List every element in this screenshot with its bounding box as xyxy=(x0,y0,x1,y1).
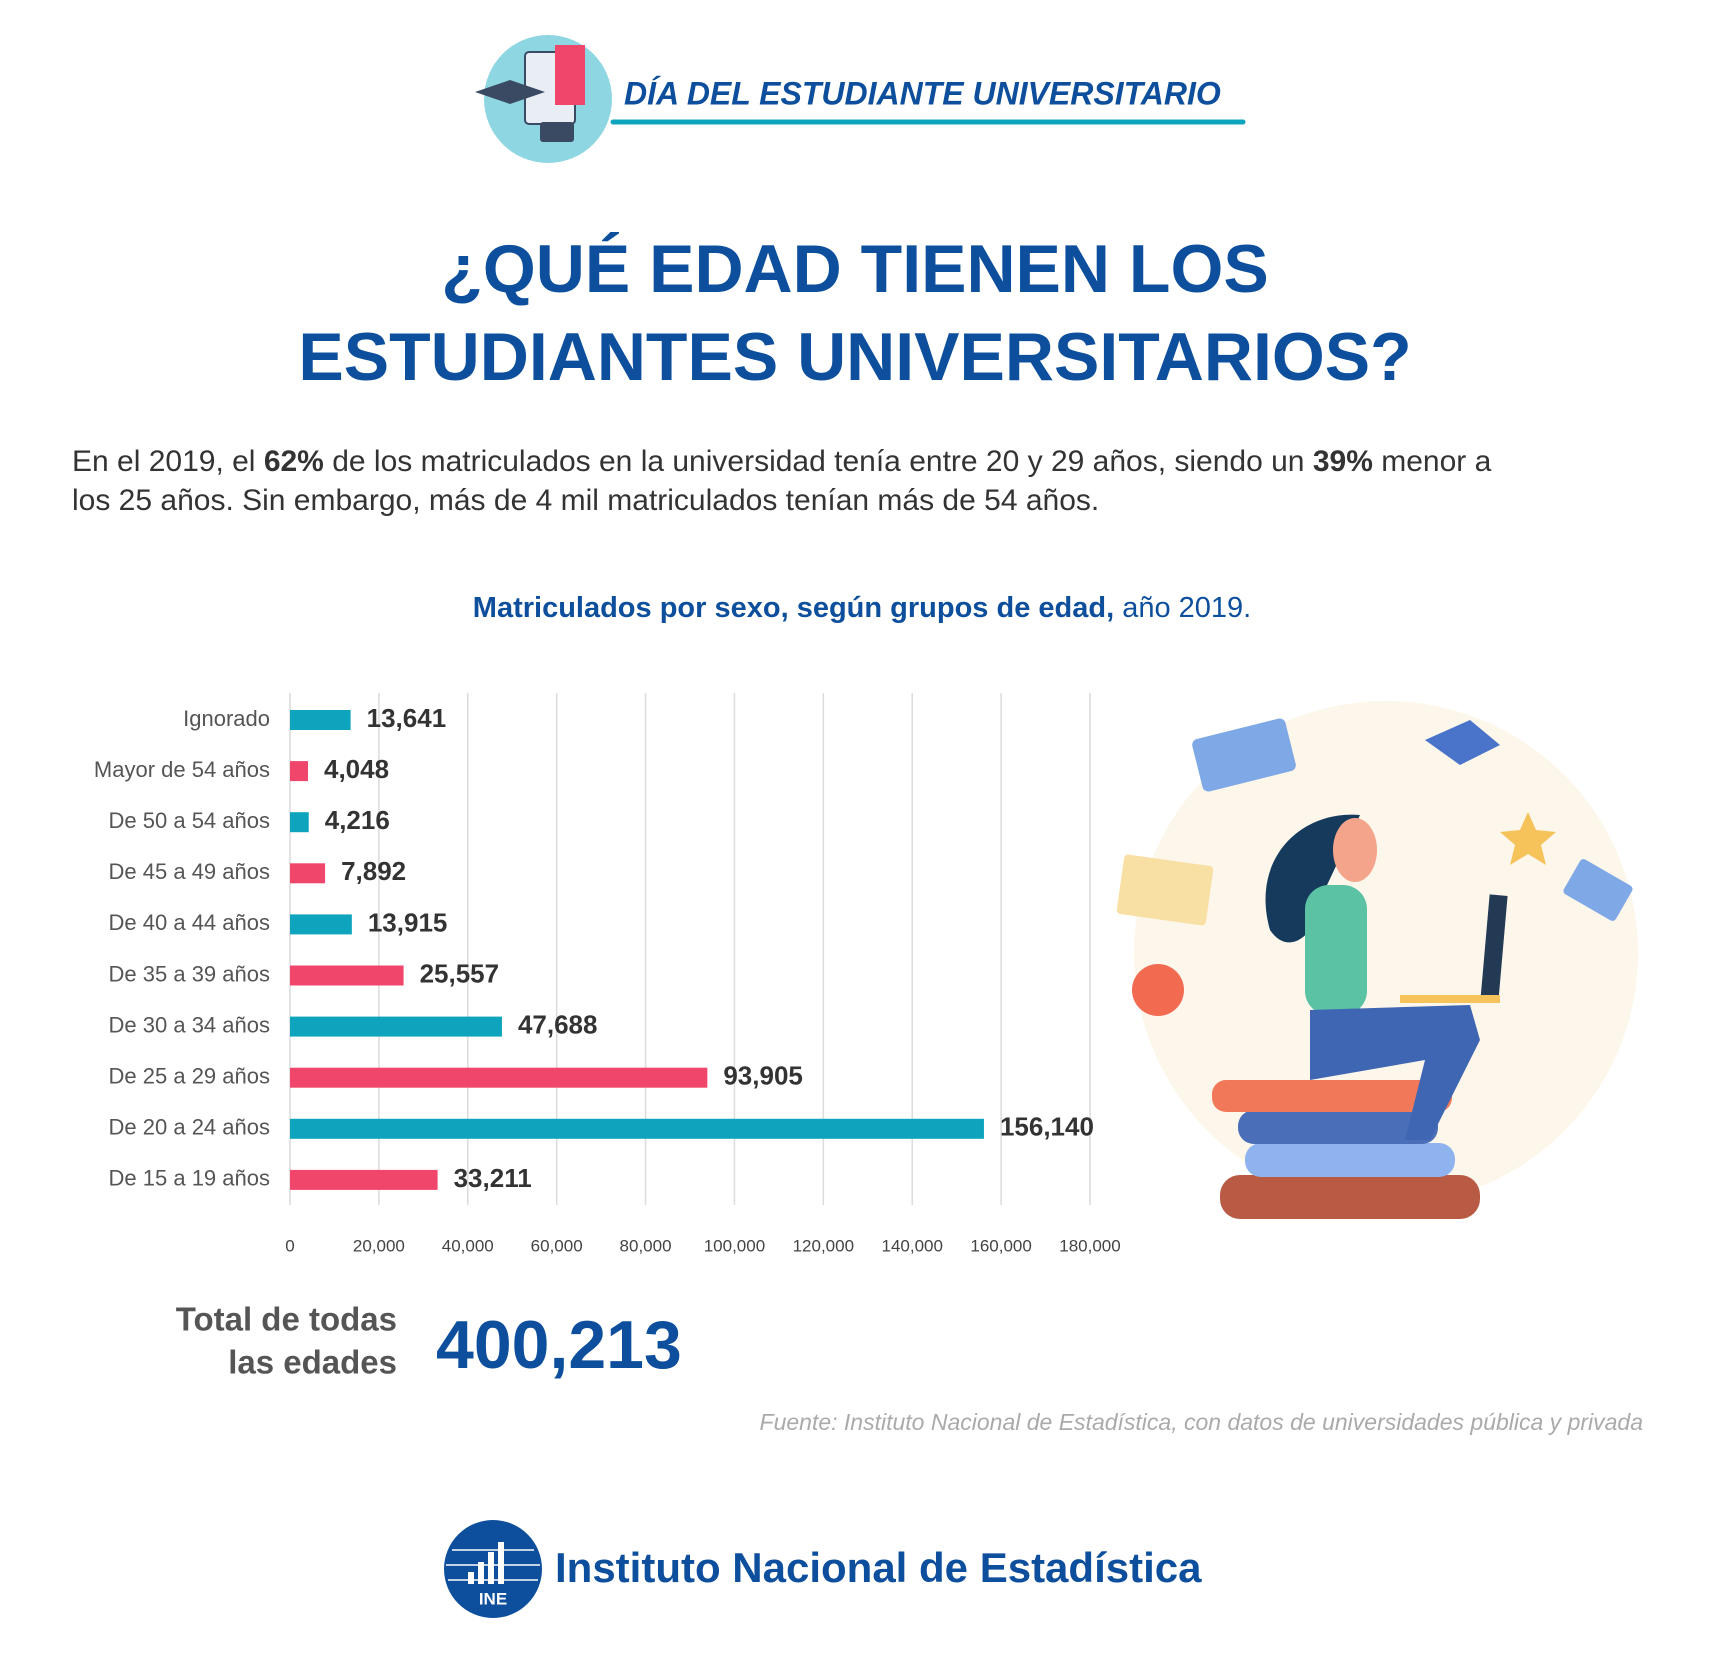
id-card xyxy=(1192,718,1296,792)
header: DÍA DEL ESTUDIANTE UNIVERSITARIO xyxy=(475,35,1246,163)
x-tick-label: 0 xyxy=(285,1236,294,1255)
value-label: 33,211 xyxy=(454,1163,532,1193)
total-label: Total de todas xyxy=(176,1301,397,1338)
bar xyxy=(290,812,309,833)
value-label: 4,216 xyxy=(325,805,390,835)
chart: 0 20,000 40,000 60,000 80,000 100,000 120,000 1… xyxy=(94,693,1121,1255)
category-label: De 25 a 29 años xyxy=(109,1064,270,1089)
illustration-bg xyxy=(1134,701,1638,1205)
category-label: De 15 a 19 años xyxy=(109,1166,270,1191)
book-1 xyxy=(1220,1175,1480,1219)
value-label: 93,905 xyxy=(723,1061,803,1091)
chart-subtitle: año 2019. xyxy=(1122,592,1251,624)
intro-text: de los matriculados en la universidad te… xyxy=(324,445,1313,478)
folder xyxy=(1116,854,1214,926)
category-label: De 20 a 24 años xyxy=(109,1115,270,1140)
value-label: 4,048 xyxy=(324,754,389,784)
category-label: De 30 a 34 años xyxy=(109,1012,270,1037)
header-title: DÍA DEL ESTUDIANTE UNIVERSITARIO xyxy=(624,75,1221,111)
category-label: De 50 a 54 años xyxy=(109,808,270,833)
icon-calculator xyxy=(540,122,574,142)
total-value: 400,213 xyxy=(436,1307,682,1383)
book-3 xyxy=(1238,1110,1438,1144)
x-tick-label: 80,000 xyxy=(620,1236,672,1255)
title-box: ¿QUÉ EDAD TIENEN LOS ESTUDIANTES UNIVERS… xyxy=(298,231,1412,395)
bar xyxy=(290,710,351,730)
category-label: De 45 a 49 años xyxy=(109,859,270,884)
category-label: Ignorado xyxy=(183,706,270,731)
x-tick-label: 160,000 xyxy=(970,1236,1031,1255)
book-2 xyxy=(1245,1143,1455,1177)
x-tick-label: 180,000 xyxy=(1059,1236,1120,1255)
x-tick-label: 120,000 xyxy=(793,1236,854,1255)
value-label: 25,557 xyxy=(420,958,500,988)
total-label: las edades xyxy=(228,1344,397,1381)
category-label: Mayor de 54 años xyxy=(94,757,270,782)
value-label: 13,915 xyxy=(368,907,448,937)
icon-cap xyxy=(475,80,545,104)
envelope xyxy=(1563,859,1633,921)
intro-line-1: En el 2019, el 62% de los matriculados e… xyxy=(72,445,1492,478)
intro-line-2: los 25 años. Sin embargo, más de 4 mil m… xyxy=(72,484,1099,517)
logo-bars xyxy=(468,1542,504,1584)
intro-text: En el 2019, el xyxy=(72,445,264,478)
x-tick-label: 140,000 xyxy=(881,1236,942,1255)
bar xyxy=(290,1016,502,1037)
chart-title-main: Matriculados por sexo, según grupos de e… xyxy=(473,592,1114,624)
category-label: De 35 a 39 años xyxy=(109,961,270,986)
category-label: De 40 a 44 años xyxy=(109,910,270,935)
bar xyxy=(290,914,352,935)
intro-text: menor a xyxy=(1373,445,1492,478)
value-label: 156,140 xyxy=(1000,1112,1094,1142)
grad-cap xyxy=(1425,720,1500,765)
bar xyxy=(290,863,326,884)
apple xyxy=(1132,964,1184,1016)
shirt xyxy=(1305,885,1367,1015)
intro-highlight: 39% xyxy=(1313,445,1373,478)
book-4 xyxy=(1212,1080,1452,1112)
pants xyxy=(1310,1005,1480,1140)
x-tick-label: 100,000 xyxy=(704,1236,765,1255)
laptop-base xyxy=(1400,995,1500,1003)
bar xyxy=(290,1067,708,1088)
icon-book-2 xyxy=(555,45,585,105)
face xyxy=(1333,818,1377,882)
bar xyxy=(290,1169,438,1190)
value-label: 13,641 xyxy=(367,703,447,733)
logo-text: INE xyxy=(479,1589,507,1608)
source: Fuente: Instituto Nacional de Estadístic… xyxy=(760,1409,1643,1435)
laptop xyxy=(1480,894,1508,1001)
footer-name: Instituto Nacional de Estadística xyxy=(555,1544,1202,1591)
value-label: 7,892 xyxy=(341,856,406,886)
bar xyxy=(290,761,308,782)
x-tick-label: 20,000 xyxy=(353,1236,405,1255)
x-tick-label: 40,000 xyxy=(442,1236,494,1255)
x-tick-label: 60,000 xyxy=(531,1236,583,1255)
bar xyxy=(290,965,404,986)
star xyxy=(1500,812,1556,865)
illustration xyxy=(1116,701,1638,1219)
title: ¿QUÉ EDAD TIENEN LOS ESTUDIANTES UNIVERS… xyxy=(298,231,1412,395)
value-label: 47,688 xyxy=(518,1009,598,1039)
chart-title: Matriculados por sexo, según grupos de e… xyxy=(473,592,1251,624)
bar xyxy=(290,1118,984,1139)
intro-highlight: 62% xyxy=(264,445,324,478)
